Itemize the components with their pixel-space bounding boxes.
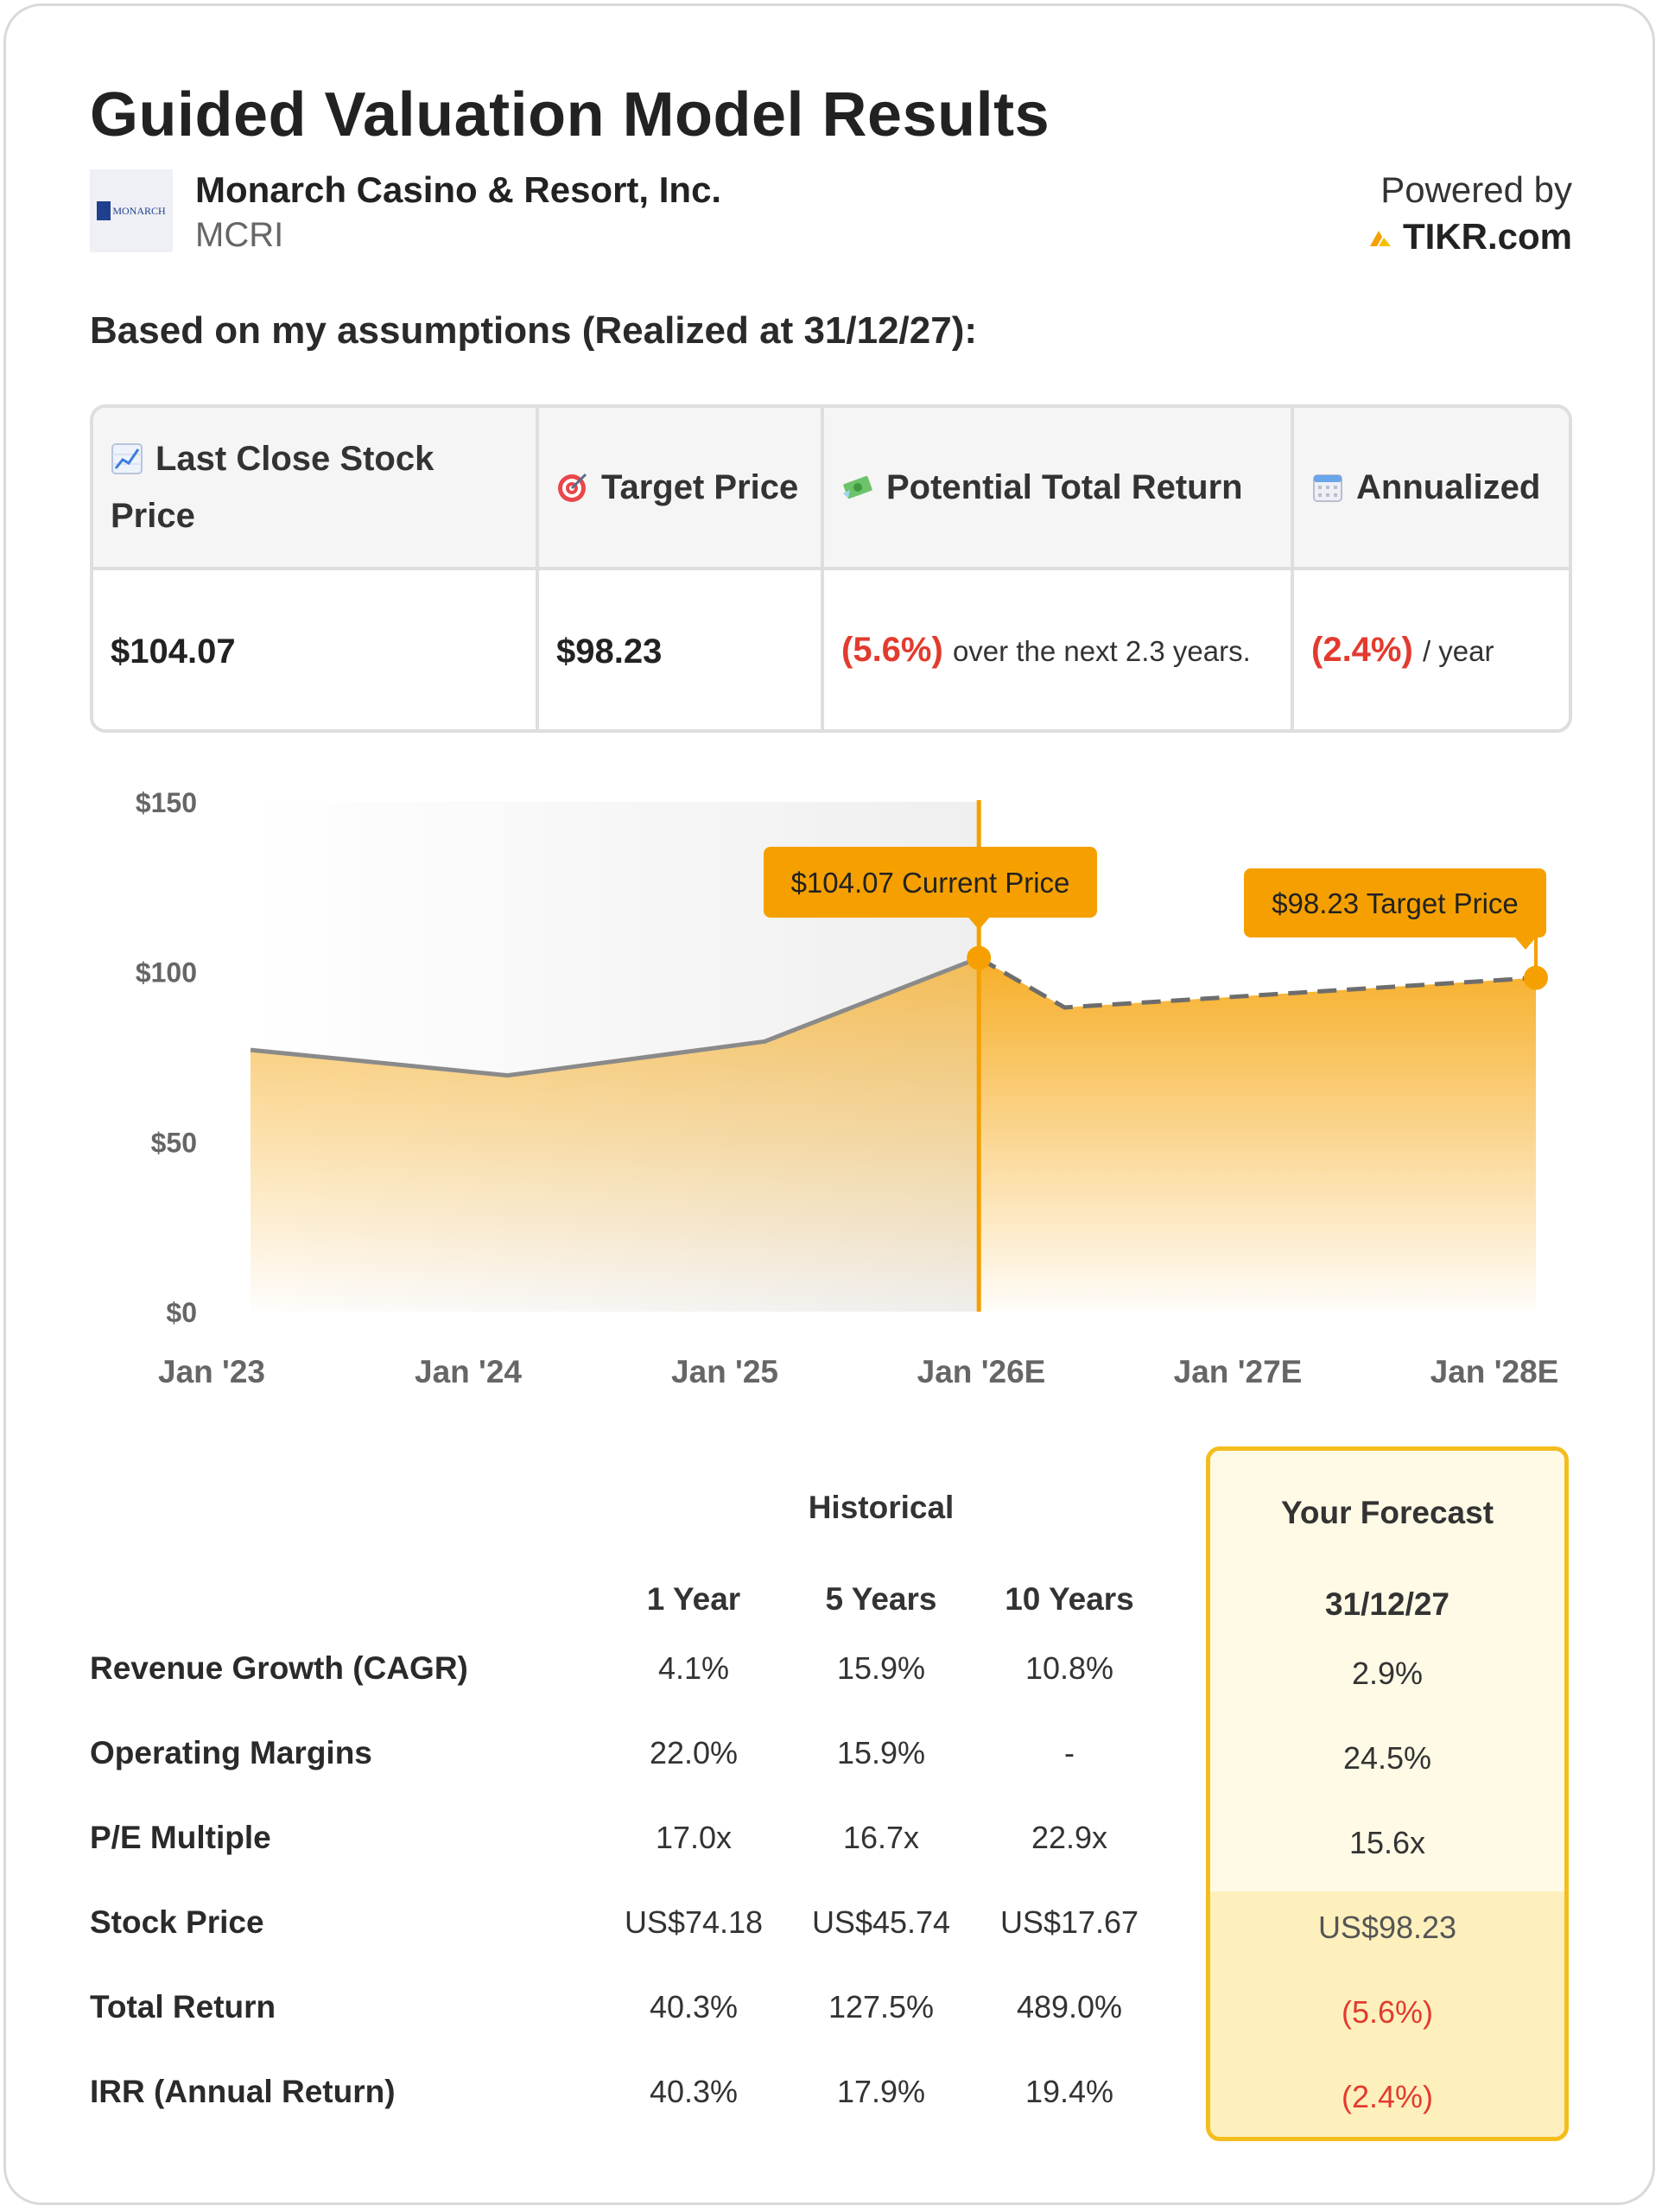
- metric-value: 40.3%: [649, 1989, 739, 2024]
- logo-text: MONARCH: [112, 204, 166, 217]
- col-5-years: 5 Years: [825, 1581, 937, 1617]
- metric-value: US$45.74: [811, 1904, 951, 1940]
- historical-header: Historical: [808, 1490, 955, 1525]
- col-10-years: 10 Years: [1005, 1581, 1134, 1617]
- metric-label: Revenue Growth (CAGR): [90, 1650, 468, 1686]
- current-price-callout: $104.07 Current Price: [764, 847, 1097, 930]
- x-tick-label: Jan '24: [415, 1354, 522, 1389]
- forecast-value: 2.9%: [1351, 1656, 1424, 1691]
- chart-increasing-icon: [111, 443, 143, 474]
- metric-value: 127.5%: [828, 1989, 935, 2024]
- x-tick-label: Jan '28E: [1430, 1354, 1559, 1389]
- metric-label: P/E Multiple: [90, 1820, 271, 1855]
- metric-value: 15.9%: [836, 1650, 926, 1686]
- potential-return-value: (5.6%): [841, 631, 943, 669]
- target-icon: [558, 473, 587, 502]
- metric-value: 19.4%: [1024, 2074, 1114, 2109]
- metric-value: 22.9x: [1031, 1820, 1108, 1855]
- page-title: Guided Valuation Model Results: [90, 80, 1050, 149]
- forecast-area: [979, 957, 1536, 1312]
- header-potential: Potential Total Return: [821, 408, 1294, 570]
- price-chart: $150 $100 $50 $0 Jan '23 Jan '24 Jan '25 Jan '…: [136, 787, 1559, 1389]
- historical-line: [250, 956, 980, 1078]
- forecast-value: (5.6%): [1341, 1994, 1434, 2030]
- metric-value: 10.8%: [1024, 1650, 1114, 1686]
- forecast-panel-top: [1210, 1451, 1564, 1891]
- header-last-close-label: Last Close Stock Price: [111, 440, 435, 535]
- metric-label: Total Return: [90, 1989, 276, 2024]
- metric-label: Stock Price: [90, 1904, 264, 1940]
- ticker: MCRI: [195, 216, 284, 254]
- target-price-callout-pointer: [1515, 938, 1536, 950]
- header-annualized-label: Annualized: [1356, 468, 1541, 506]
- col-1-year: 1 Year: [646, 1581, 741, 1617]
- x-tick-label: Jan '26E: [917, 1354, 1046, 1389]
- tikr-brand-text: TIKR.com: [1402, 216, 1572, 257]
- metric-label: Operating Margins: [90, 1735, 372, 1770]
- money-wings-icon: [843, 475, 872, 499]
- y-tick-label: $100: [136, 957, 197, 988]
- last-close-value: $104.07: [93, 567, 539, 729]
- target-price-callout-box: [1244, 868, 1546, 938]
- header-last-close: Last Close Stock Price: [93, 408, 539, 570]
- forecast-value: 24.5%: [1342, 1740, 1432, 1776]
- y-tick-label: $150: [136, 787, 197, 818]
- metric-value: 22.0%: [649, 1735, 739, 1770]
- target-price-callout: $98.23 Target Price: [1244, 868, 1546, 950]
- metric-value: 4.1%: [657, 1650, 730, 1686]
- annualized-suffix: / year: [1422, 635, 1494, 667]
- powered-by: Powered by: [1380, 169, 1572, 210]
- metric-value: US$17.67: [999, 1904, 1139, 1940]
- summary-table: Last Close Stock Price Target Price Pote…: [90, 404, 1572, 733]
- x-tick-label: Jan '27E: [1174, 1354, 1303, 1389]
- current-price-callout-label: $104.07 Current Price: [791, 867, 1070, 899]
- forecast-date: 31/12/27: [1324, 1586, 1450, 1622]
- forecast-line: [977, 956, 1537, 1010]
- forecast-value: US$98.23: [1317, 1910, 1457, 1945]
- tikr-brand[interactable]: TIKR.com: [1368, 216, 1572, 257]
- target-value: $98.23: [536, 567, 824, 729]
- annualized-value: (2.4%): [1311, 631, 1413, 669]
- annualized-cell: (2.4%) / year: [1291, 567, 1569, 729]
- metric-value: 16.7x: [842, 1820, 920, 1855]
- company-logo: MONARCH: [90, 169, 173, 252]
- header-annualized: Annualized: [1291, 408, 1569, 570]
- x-tick-label: Jan '25: [671, 1354, 778, 1389]
- current-price-callout-pointer: [968, 918, 990, 930]
- header-target: Target Price: [536, 408, 824, 570]
- metric-value: 17.0x: [655, 1820, 733, 1855]
- metric-value: 489.0%: [1016, 1989, 1123, 2024]
- company-name: Monarch Casino & Resort, Inc.: [195, 169, 722, 210]
- header-target-label: Target Price: [601, 468, 799, 506]
- forecast-panel-bottom: [1210, 1891, 1564, 2137]
- assumptions-subtitle: Based on my assumptions (Realized at 31/…: [90, 309, 978, 352]
- monarch-logo-mark: [97, 201, 111, 220]
- y-tick-label: $0: [166, 1297, 197, 1328]
- tikr-logo-icon: [1369, 231, 1391, 246]
- header-potential-label: Potential Total Return: [886, 468, 1243, 506]
- metric-value: US$74.18: [624, 1904, 764, 1940]
- calendar-icon: [1313, 474, 1342, 502]
- metric-value: 15.9%: [836, 1735, 926, 1770]
- target-price-callout-label: $98.23 Target Price: [1272, 887, 1519, 919]
- potential-cell: (5.6%) over the next 2.3 years.: [821, 567, 1294, 729]
- current-price-callout-box: [764, 847, 1097, 918]
- forecast-header: Your Forecast: [1280, 1495, 1494, 1530]
- x-tick-label: Jan '23: [158, 1354, 265, 1389]
- potential-return-suffix: over the next 2.3 years.: [952, 635, 1251, 667]
- metric-label: IRR (Annual Return): [90, 2074, 396, 2109]
- metric-value: 17.9%: [836, 2074, 926, 2109]
- y-tick-label: $50: [151, 1127, 197, 1158]
- historical-area: [251, 957, 980, 1312]
- forecast-value: 15.6x: [1348, 1825, 1426, 1860]
- forecast-panel: [1206, 1446, 1569, 2141]
- forecast-value: (2.4%): [1341, 2079, 1434, 2114]
- metric-value: 40.3%: [649, 2074, 739, 2109]
- metric-value: -: [1064, 1735, 1075, 1770]
